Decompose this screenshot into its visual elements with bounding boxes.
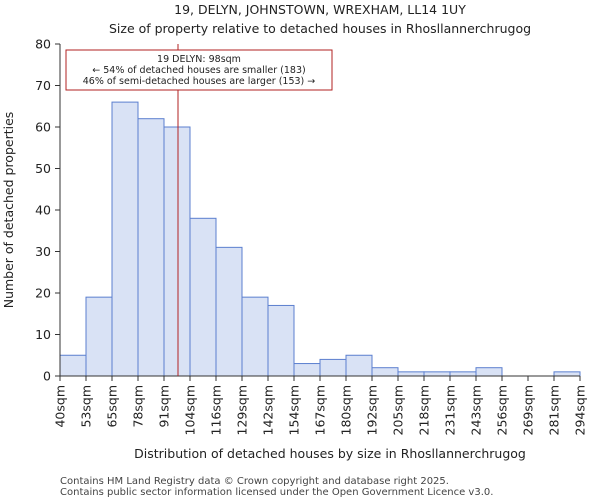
bar-218sqm xyxy=(423,371,451,377)
annotation-line-3: 46% of semi-detached houses are larger (… xyxy=(83,76,316,87)
bar-116sqm xyxy=(215,246,243,377)
x-axis-label: Distribution of detached houses by size … xyxy=(134,446,526,461)
x-tick-label-294sqm: 294sqm xyxy=(573,385,588,435)
y-tick-label: 80 xyxy=(35,37,51,52)
y-axis-ticks: 0 10 20 30 40 50 60 70 80 xyxy=(35,37,60,384)
annotation-line-2: ← 54% of detached houses are smaller (18… xyxy=(92,65,305,76)
y-tick-label: 10 xyxy=(35,327,51,342)
bar-205sqm xyxy=(397,371,425,377)
x-tick-label-40sqm: 40sqm xyxy=(53,385,68,428)
x-tick-label-129sqm: 129sqm xyxy=(235,385,250,435)
bar-104sqm xyxy=(189,217,217,377)
x-tick-label-281sqm: 281sqm xyxy=(547,385,562,435)
bar-65sqm xyxy=(111,101,139,377)
x-tick-label-65sqm: 65sqm xyxy=(105,385,120,428)
x-tick-label-91sqm: 91sqm xyxy=(157,385,172,428)
x-tick-label-78sqm: 78sqm xyxy=(131,385,146,428)
y-tick-label: 0 xyxy=(43,369,51,384)
y-tick-label: 30 xyxy=(35,244,51,259)
y-axis-label: Number of detached properties xyxy=(1,112,16,309)
bar-53sqm xyxy=(85,296,113,377)
x-axis-ticks: 40sqm 53sqm 65sqm 78sqm 91sqm 104sqm 116sqm 129… xyxy=(53,376,588,435)
y-tick-label: 70 xyxy=(35,78,51,93)
x-tick-label-218sqm: 218sqm xyxy=(417,385,432,435)
bar-154sqm xyxy=(293,363,321,377)
x-tick-label-269sqm: 269sqm xyxy=(521,385,536,435)
bars xyxy=(59,101,581,377)
annotation-line-1: 19 DELYN: 98sqm xyxy=(157,54,241,65)
x-tick-label-180sqm: 180sqm xyxy=(339,385,354,435)
bar-167sqm xyxy=(319,358,347,377)
bar-40sqm xyxy=(59,354,87,377)
x-tick-label-243sqm: 243sqm xyxy=(469,385,484,435)
x-tick-label-256sqm: 256sqm xyxy=(495,385,510,435)
bar-78sqm xyxy=(137,118,165,377)
chart-subtitle: Size of property relative to detached ho… xyxy=(109,21,531,36)
x-tick-label-142sqm: 142sqm xyxy=(261,385,276,435)
annotation-box: 19 DELYN: 98sqm ← 54% of detached houses… xyxy=(65,49,333,91)
annotation-border xyxy=(65,49,333,91)
x-tick-label-167sqm: 167sqm xyxy=(313,385,328,435)
y-tick-label: 60 xyxy=(35,120,51,135)
y-tick-label: 50 xyxy=(35,161,51,176)
bar-192sqm xyxy=(371,367,399,377)
x-tick-label-104sqm: 104sqm xyxy=(183,385,198,435)
x-tick-label-154sqm: 154sqm xyxy=(287,385,302,435)
bar-129sqm xyxy=(241,296,269,377)
x-tick-label-205sqm: 205sqm xyxy=(391,385,406,435)
bar-142sqm xyxy=(267,304,295,377)
y-tick-label: 20 xyxy=(35,286,51,301)
bar-91sqm xyxy=(163,126,191,377)
x-tick-label-116sqm: 116sqm xyxy=(209,385,224,435)
chart-title: 19, DELYN, JOHNSTOWN, WREXHAM, LL14 1UY xyxy=(174,2,466,17)
x-tick-label-231sqm: 231sqm xyxy=(443,385,458,435)
x-tick-label-53sqm: 53sqm xyxy=(79,385,94,428)
bar-281sqm xyxy=(553,371,581,377)
x-tick-label-192sqm: 192sqm xyxy=(365,385,380,435)
footer-line-1: Contains HM Land Registry data © Crown c… xyxy=(60,476,449,487)
footer-line-2: Contains public sector information licen… xyxy=(60,487,493,498)
bar-243sqm xyxy=(475,367,503,377)
y-tick-label: 40 xyxy=(35,203,51,218)
bar-231sqm xyxy=(449,371,477,377)
bar-180sqm xyxy=(345,354,373,377)
